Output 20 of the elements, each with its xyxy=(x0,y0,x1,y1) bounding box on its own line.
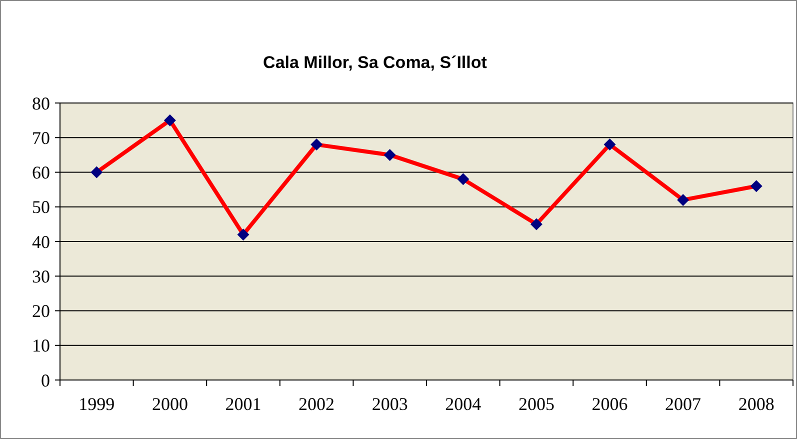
x-tick-label: 2005 xyxy=(518,394,554,414)
x-tick-label: 1999 xyxy=(78,394,115,414)
x-tick-label: 2002 xyxy=(298,394,335,414)
y-tick-label: 20 xyxy=(32,301,50,322)
y-tick-label: 80 xyxy=(32,93,50,114)
x-tick-label: 2001 xyxy=(225,394,262,414)
x-tick-label: 2006 xyxy=(592,394,628,414)
y-tick-label: 70 xyxy=(32,128,50,148)
y-tick-label: 30 xyxy=(32,266,50,286)
x-tick-label: 2003 xyxy=(372,394,408,414)
y-tick-label: 10 xyxy=(32,336,50,356)
y-tick-label: 60 xyxy=(32,162,50,183)
x-tick-label: 2008 xyxy=(738,394,774,414)
x-tick-label: 2000 xyxy=(152,394,188,414)
x-tick-label: 2007 xyxy=(665,394,702,414)
x-tick-label: 2004 xyxy=(445,394,482,414)
y-tick-label: 0 xyxy=(41,370,50,390)
chart-title: Cala Millor, Sa Coma, S´Illot xyxy=(263,53,488,72)
y-tick-label: 50 xyxy=(32,197,50,218)
y-tick-label: 40 xyxy=(32,232,50,252)
